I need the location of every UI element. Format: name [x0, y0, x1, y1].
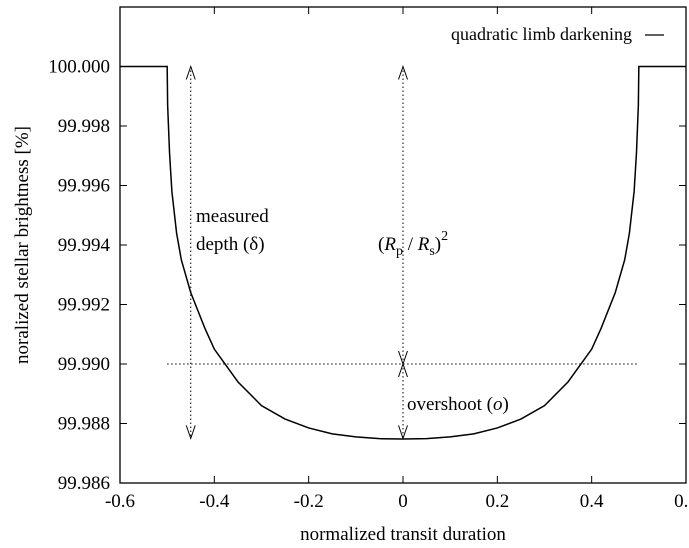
- legend-label: quadratic limb darkening: [451, 24, 632, 44]
- x-tick-label-4: 0.2: [485, 491, 509, 512]
- x-tick-labels: -0.6 -0.4 -0.2 0 0.2 0.4 0.6: [105, 491, 689, 512]
- x-tick-label-3: 0: [398, 491, 408, 512]
- overshoot-close: ): [503, 394, 509, 415]
- y-tick-label-2: 99.990: [58, 354, 110, 375]
- overshoot-text: overshoot (: [407, 394, 493, 415]
- measured-depth-label-line1: measured: [196, 206, 269, 227]
- radius-ratio-arrow-head-top: [398, 64, 408, 80]
- x-tick-label-2: -0.2: [294, 491, 324, 512]
- overshoot-arrow-head-top: [398, 362, 408, 378]
- measured-depth-arrow-head-bottom: [185, 425, 196, 440]
- radius-ratio-arrow: [398, 64, 408, 366]
- overshoot-arrow: [398, 362, 408, 440]
- legend: quadratic limb darkening: [451, 24, 664, 44]
- x-tick-label-1: -0.4: [199, 491, 230, 512]
- radius-ratio-rs: R: [417, 234, 430, 255]
- radius-ratio-arrow-head-bottom: [398, 350, 408, 366]
- radius-ratio-slash: /: [403, 234, 418, 255]
- radius-ratio-exponent: 2: [441, 229, 448, 244]
- x-tick-label-5: 0.4: [580, 491, 604, 512]
- y-tick-label-4: 99.994: [58, 235, 111, 256]
- y-tick-label-7: 100.000: [48, 57, 110, 78]
- x-tick-label-0: -0.6: [105, 491, 135, 512]
- y-axis-label: noralized stellar brightness [%]: [12, 126, 33, 364]
- radius-ratio-p-sub: p: [396, 244, 403, 259]
- radius-ratio-open: (: [378, 234, 384, 255]
- measured-depth-arrow-head-top: [185, 64, 196, 80]
- measured-depth-label-line2: depth (δ): [196, 234, 265, 255]
- annotation-arrows: [185, 64, 408, 440]
- y-tick-label-1: 99.988: [58, 414, 110, 435]
- overshoot-label: overshoot (o): [407, 394, 509, 415]
- overshoot-arrow-head-bottom: [398, 425, 408, 440]
- axis-ticks: [119, 7, 687, 484]
- radius-ratio-s-sub: s: [429, 244, 434, 259]
- radius-ratio-rp: R: [383, 234, 396, 255]
- y-tick-label-3: 99.992: [58, 295, 110, 316]
- y-tick-label-0: 99.986: [58, 473, 110, 494]
- overshoot-symbol: o: [493, 394, 503, 415]
- radius-ratio-label: (Rp / Rs)2: [378, 229, 448, 259]
- x-axis-label: normalized transit duration: [300, 524, 506, 545]
- x-tick-label-6: 0.6: [674, 491, 689, 512]
- y-tick-label-6: 99.998: [58, 116, 110, 137]
- y-tick-labels: 99.986 99.988 99.990 99.992 99.994 99.996 99.9…: [48, 57, 110, 495]
- y-tick-label-5: 99.996: [58, 176, 110, 197]
- measured-depth-arrow: [185, 64, 196, 440]
- radius-ratio-close: ): [435, 234, 441, 255]
